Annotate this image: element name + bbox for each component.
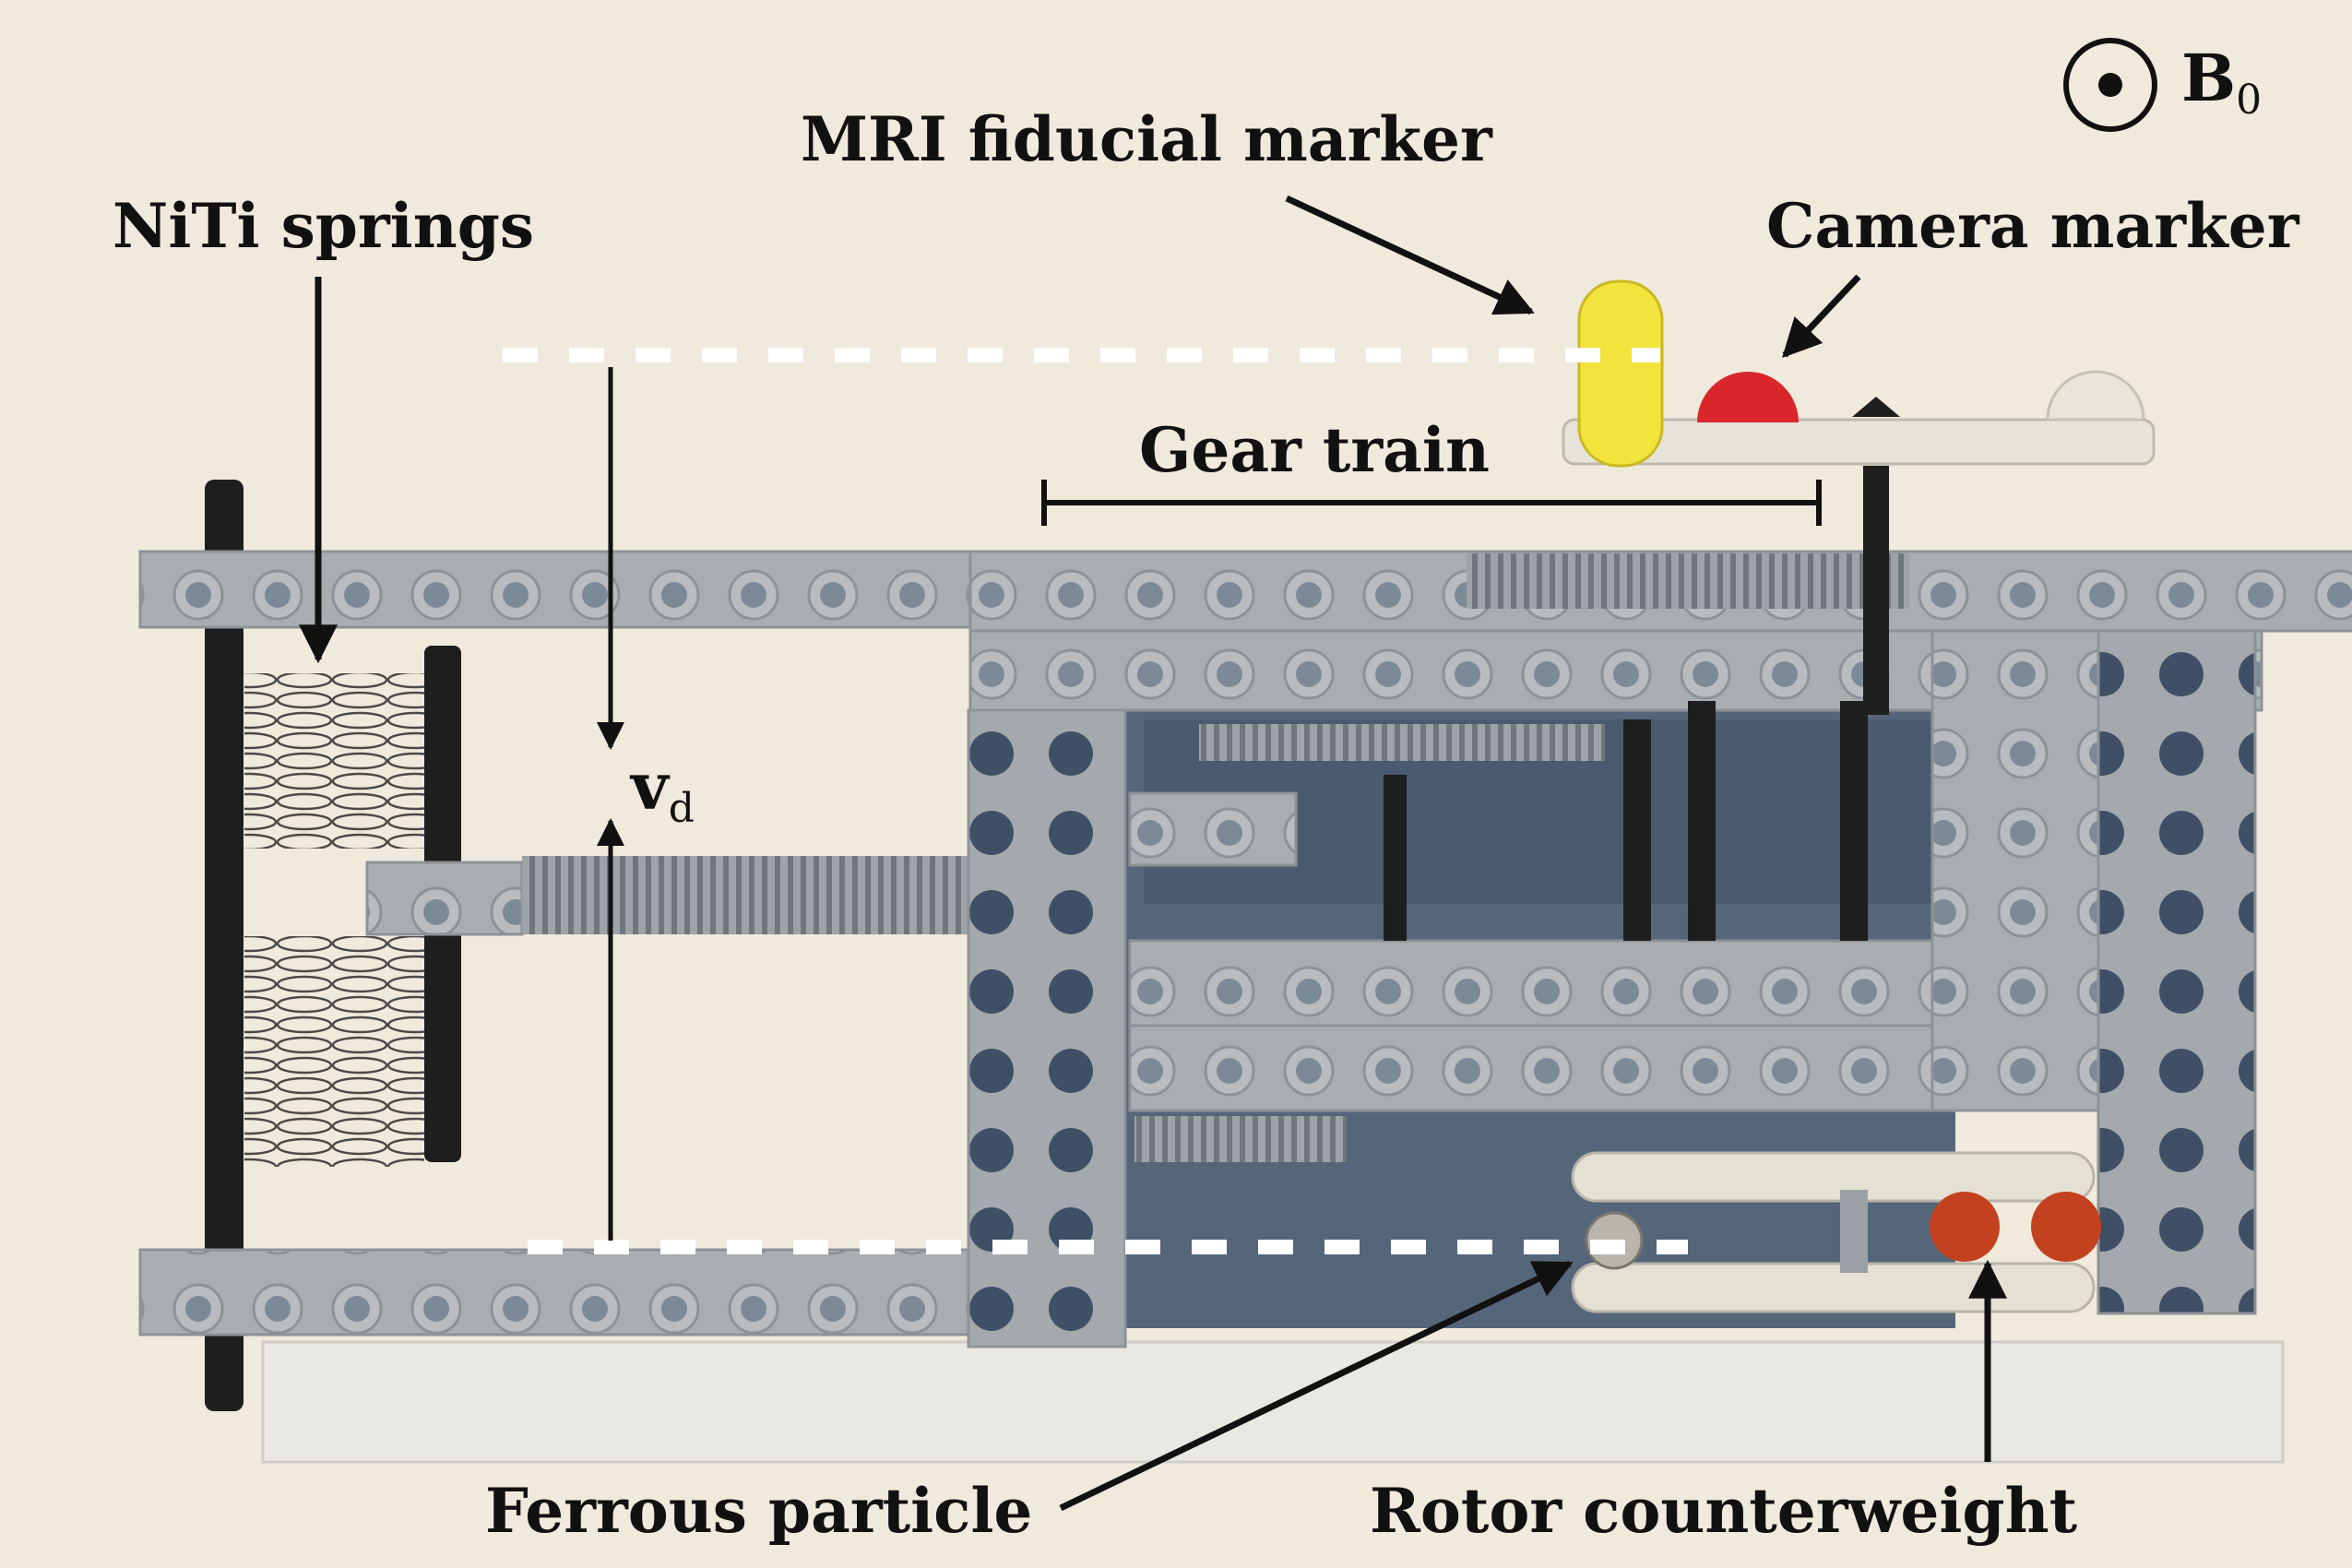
- housing-right-inner-column: [1930, 629, 2100, 1112]
- base-plate: [261, 1340, 2285, 1464]
- rotor-disk-upper: [1571, 1151, 2096, 1203]
- b0-label: B0: [2181, 46, 2262, 121]
- mri-fiducial-marker-capsule: [1577, 279, 1664, 468]
- mri-marker-label: MRI fiducial marker: [801, 103, 1492, 175]
- rotor-shaft: [1840, 1190, 1868, 1273]
- niti-spring-upper: [244, 673, 424, 849]
- housing-short-beam: [1128, 791, 1298, 867]
- internal-axle-4: [1384, 775, 1407, 941]
- gear-rack: [522, 856, 974, 934]
- vd-symbol: v: [631, 748, 669, 825]
- internal-axle-2: [1688, 701, 1716, 941]
- camera-marker-dome: [1697, 372, 1799, 422]
- axle-tip: [1852, 397, 1900, 417]
- counterweight-ball-1: [1930, 1192, 2000, 1262]
- rotor-counterweight-label: Rotor counterweight: [1370, 1475, 2078, 1547]
- internal-gear-lower: [1134, 1116, 1347, 1162]
- ferrous-particle-arrow: [1059, 1260, 1574, 1512]
- vd-label: vd: [631, 754, 695, 829]
- marker-disk: [1562, 418, 2156, 466]
- b0-symbol: B: [2181, 40, 2237, 116]
- niti-spring-lower: [244, 936, 424, 1167]
- rotor-disk-lower: [1571, 1262, 2096, 1313]
- counterweight-ball-2: [2031, 1192, 2101, 1262]
- b0-subscript: 0: [2236, 77, 2263, 124]
- housing-right-column: [2097, 629, 2257, 1315]
- b0-field-dot: [2098, 73, 2122, 97]
- white-dome: [2046, 370, 2145, 422]
- gear-train-top: [1467, 553, 1909, 609]
- left-axle: [205, 480, 244, 1411]
- internal-axle-1: [1623, 719, 1651, 941]
- marker-axle: [1863, 466, 1889, 715]
- camera-marker-arrow: [1782, 274, 1861, 359]
- housing-mid-beam: [1128, 939, 1934, 1028]
- housing-left-column: [967, 708, 1127, 1348]
- internal-gear-upper: [1199, 724, 1605, 761]
- mri-marker-arrow: [1285, 195, 1535, 315]
- ferrous-particle-label: Ferrous particle: [485, 1475, 1033, 1547]
- niti-springs-label: NiTi springs: [113, 190, 535, 262]
- housing-lower-beam: [1128, 1024, 1934, 1112]
- bottom-beam: [138, 1248, 972, 1336]
- b0-field-symbol: [2063, 38, 2157, 132]
- camera-marker-label: Camera marker: [1766, 190, 2299, 262]
- gear-train-label: Gear train: [1139, 414, 1490, 486]
- carriage-beam: [365, 861, 524, 936]
- top-beam: [138, 550, 972, 629]
- internal-axle-3: [1840, 701, 1868, 941]
- vd-subscript: d: [668, 785, 695, 832]
